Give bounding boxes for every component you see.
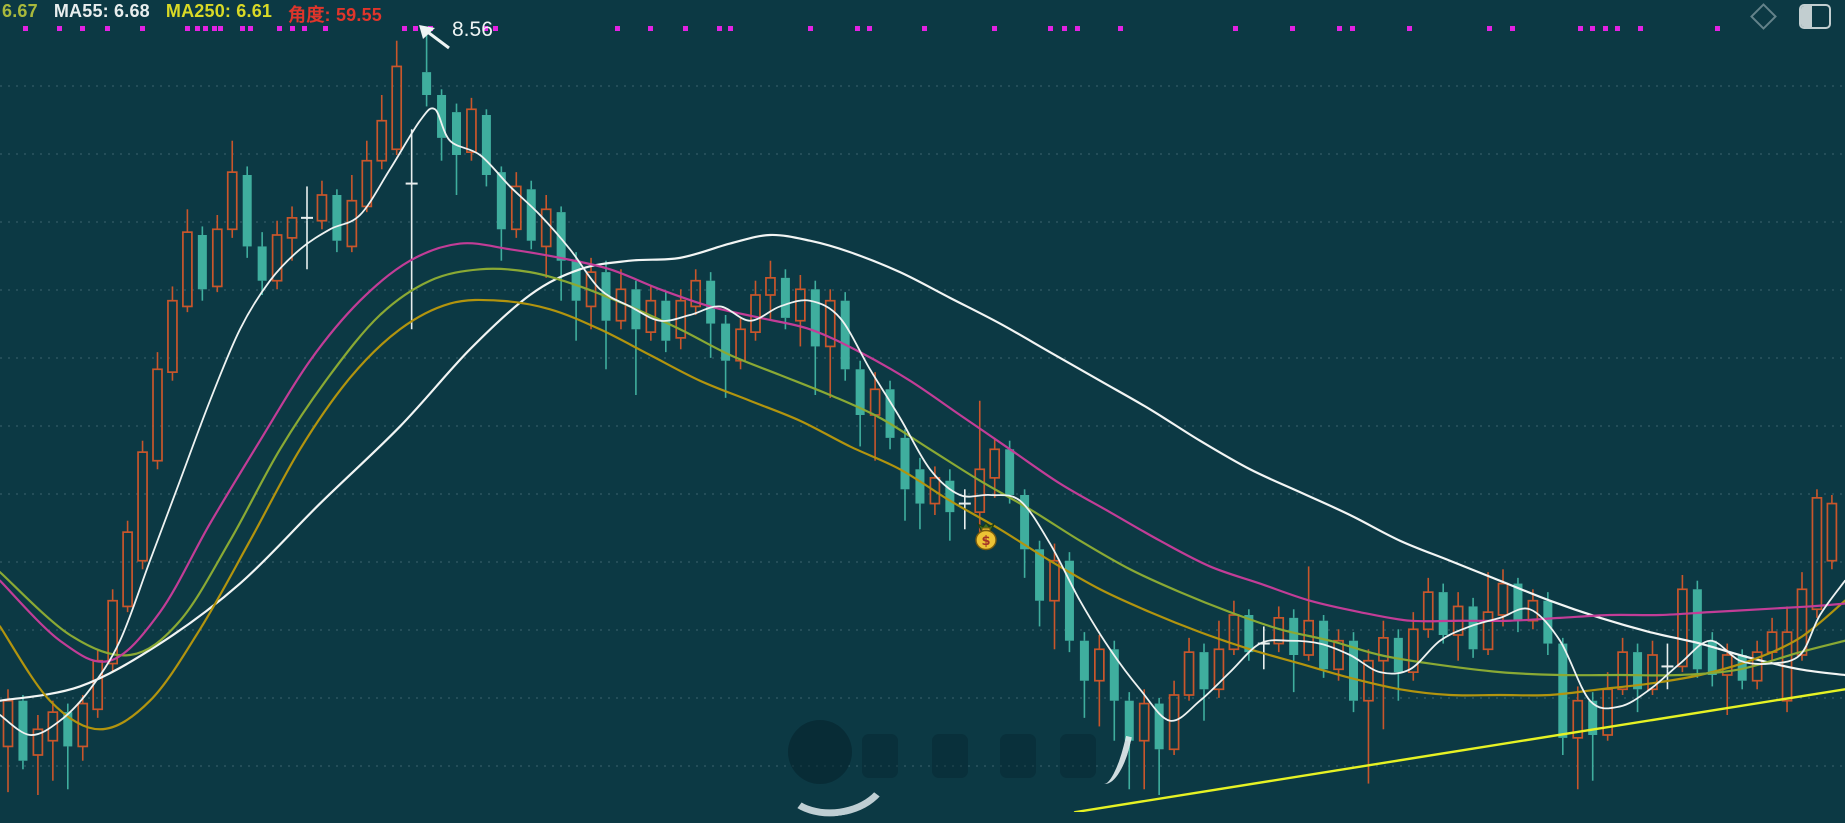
- line-ma_olive: [0, 267, 1845, 677]
- ma20-value: 6.67: [2, 1, 38, 21]
- angle-value: 角度: 59.55: [288, 5, 382, 25]
- peak-price-label: 8.56: [452, 18, 493, 41]
- line-ma_white_fast: [0, 107, 1845, 736]
- ma-lines: [0, 107, 1845, 812]
- gridlines: [0, 85, 1845, 767]
- line-ma_gold: [0, 298, 1845, 731]
- titlebar-icons: [1750, 3, 1831, 30]
- indicator-header: 6.67 MA55: 6.68 MA250: 6.61 角度: 59.55: [2, 1, 382, 27]
- ma250-value: MA250: 6.61: [165, 1, 273, 21]
- panel-toggle-icon[interactable]: [1799, 4, 1831, 29]
- ma55-value: MA55: 6.68: [53, 1, 150, 21]
- line-trend_yellow: [1073, 688, 1845, 812]
- peak-arrow-icon: [419, 25, 450, 50]
- diamond-icon[interactable]: [1750, 3, 1777, 30]
- line-ma_white_slow: [0, 233, 1845, 702]
- candles: [2, 35, 1838, 795]
- money-bag-icon: $: [975, 522, 997, 551]
- svg-text:$: $: [981, 534, 990, 549]
- line-ma_magenta: [0, 242, 1845, 663]
- signal-dot-row: [23, 26, 1720, 31]
